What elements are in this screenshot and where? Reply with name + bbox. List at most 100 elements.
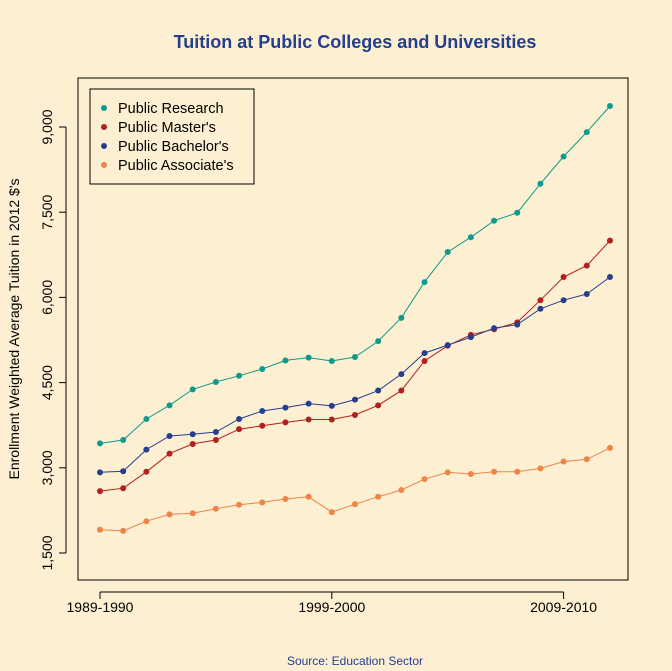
data-point <box>305 400 312 407</box>
legend-items: Public Research Public Master's Public Bac… <box>101 101 234 174</box>
legend-box <box>89 88 255 185</box>
data-point <box>560 153 567 160</box>
data-point <box>375 493 382 500</box>
plot-frame <box>77 77 629 581</box>
data-point <box>351 354 358 361</box>
data-point <box>212 429 219 436</box>
y-tick-label: 3,000 <box>39 450 55 485</box>
series-line <box>99 447 611 532</box>
data-point <box>375 387 382 394</box>
series-layer <box>97 102 613 534</box>
data-point <box>467 334 474 341</box>
series-2 <box>97 273 613 476</box>
data-point <box>212 505 219 512</box>
data-point <box>537 305 544 312</box>
data-point <box>236 415 243 422</box>
data-point <box>351 411 358 418</box>
data-point <box>236 426 243 433</box>
data-point <box>606 444 613 451</box>
legend-label: Public Associate's <box>118 158 234 174</box>
legend-item: Public Research <box>101 101 224 117</box>
legend-item: Public Master's <box>101 120 216 136</box>
data-point <box>537 465 544 472</box>
series-line <box>99 105 611 444</box>
data-point <box>120 527 127 534</box>
data-point <box>212 379 219 386</box>
legend-marker <box>101 124 107 130</box>
data-point <box>583 456 590 463</box>
legend-marker <box>101 143 107 149</box>
data-point <box>606 102 613 109</box>
data-point <box>398 486 405 493</box>
series-3 <box>97 444 613 534</box>
data-point <box>166 450 173 457</box>
data-point <box>375 402 382 409</box>
data-point <box>282 404 289 411</box>
data-point <box>189 386 196 393</box>
data-point <box>97 469 103 476</box>
data-point <box>97 440 103 447</box>
data-point <box>560 297 567 304</box>
data-point <box>143 468 150 475</box>
data-point <box>282 419 289 426</box>
chart-title: Tuition at Public Colleges and Universit… <box>174 32 537 52</box>
data-point <box>120 436 127 443</box>
data-point <box>97 488 103 495</box>
data-point <box>189 510 196 517</box>
x-axis: 1989-1990 1999-2000 2009-2010 <box>67 591 597 615</box>
y-tick-label: 7,500 <box>39 194 55 229</box>
legend-label: Public Master's <box>118 120 216 136</box>
data-point <box>491 468 498 475</box>
data-point <box>212 436 219 443</box>
data-point <box>166 511 173 518</box>
y-axis: 1,500 3,000 4,500 6,000 7,500 9,000 <box>39 109 67 571</box>
data-point <box>259 408 266 414</box>
data-point <box>606 273 613 280</box>
data-point <box>444 248 451 255</box>
data-point <box>583 262 590 269</box>
data-point <box>467 234 474 241</box>
x-tick-label: 1999-2000 <box>298 599 365 615</box>
data-point <box>560 458 567 465</box>
legend-item: Public Associate's <box>101 158 234 174</box>
legend-marker <box>101 105 107 111</box>
data-point <box>421 279 428 286</box>
data-point <box>189 431 196 438</box>
x-tick-label: 1989-1990 <box>67 599 134 615</box>
source-caption: Source: Education Sector <box>287 654 423 668</box>
data-point <box>97 526 103 533</box>
data-point <box>143 415 150 422</box>
data-point <box>236 501 243 508</box>
y-tick-label: 4,500 <box>39 365 55 400</box>
y-axis-label: Enrollment Weighted Average Tuition in 2… <box>6 178 22 479</box>
data-point <box>514 209 521 216</box>
data-point <box>259 365 266 372</box>
data-point <box>491 217 498 224</box>
data-point <box>120 468 127 475</box>
data-point <box>583 129 590 136</box>
series-1 <box>97 237 613 495</box>
data-point <box>328 509 335 516</box>
y-tick-label: 6,000 <box>39 280 55 315</box>
data-point <box>189 440 196 447</box>
data-point <box>444 342 451 349</box>
data-point <box>583 290 590 297</box>
data-point <box>537 180 544 187</box>
data-point <box>467 471 474 478</box>
data-point <box>120 485 127 492</box>
data-point <box>444 469 451 476</box>
y-tick-label: 1,500 <box>39 535 55 570</box>
data-point <box>166 402 173 409</box>
legend-marker <box>101 162 107 168</box>
data-point <box>351 396 358 403</box>
data-point <box>421 350 428 357</box>
data-point <box>305 416 312 423</box>
data-point <box>282 357 289 364</box>
data-point <box>398 314 405 321</box>
data-point <box>560 273 567 280</box>
data-point <box>328 358 335 365</box>
data-point <box>537 297 544 304</box>
data-point <box>421 358 428 365</box>
data-point <box>514 321 521 328</box>
